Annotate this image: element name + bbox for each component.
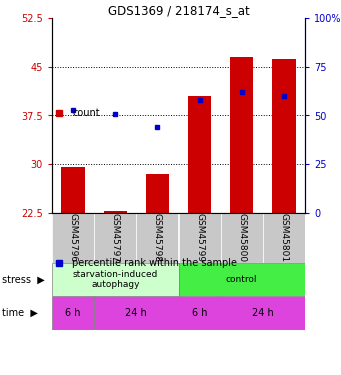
Text: 6 h: 6 h <box>192 308 207 318</box>
Text: 24 h: 24 h <box>125 308 147 318</box>
Bar <box>221 213 263 263</box>
Text: GSM45800: GSM45800 <box>237 213 246 262</box>
Bar <box>52 213 94 263</box>
Bar <box>178 263 305 296</box>
Text: GSM45798: GSM45798 <box>153 213 162 262</box>
Text: 24 h: 24 h <box>252 308 274 318</box>
Bar <box>52 296 94 330</box>
Bar <box>188 96 211 213</box>
Text: 6 h: 6 h <box>65 308 81 318</box>
Bar <box>94 213 136 263</box>
Bar <box>61 168 85 213</box>
Bar <box>136 213 178 263</box>
Bar <box>230 57 253 213</box>
Bar <box>272 59 296 213</box>
Text: time  ▶: time ▶ <box>2 308 38 318</box>
Title: GDS1369 / 218174_s_at: GDS1369 / 218174_s_at <box>108 4 249 17</box>
Text: GSM45797: GSM45797 <box>111 213 120 262</box>
Bar <box>146 174 169 213</box>
Text: count: count <box>72 108 100 117</box>
Text: GSM45801: GSM45801 <box>279 213 288 262</box>
Bar <box>104 211 127 213</box>
Bar <box>178 296 221 330</box>
Text: GSM45799: GSM45799 <box>195 213 204 262</box>
Text: control: control <box>226 275 257 284</box>
Bar <box>263 213 305 263</box>
Text: starvation-induced
autophagy: starvation-induced autophagy <box>73 270 158 289</box>
Text: GSM45796: GSM45796 <box>69 213 78 262</box>
Text: stress  ▶: stress ▶ <box>2 274 45 285</box>
Bar <box>94 296 178 330</box>
Bar <box>52 263 178 296</box>
Bar <box>178 213 221 263</box>
Bar <box>221 296 305 330</box>
Text: percentile rank within the sample: percentile rank within the sample <box>72 258 237 267</box>
